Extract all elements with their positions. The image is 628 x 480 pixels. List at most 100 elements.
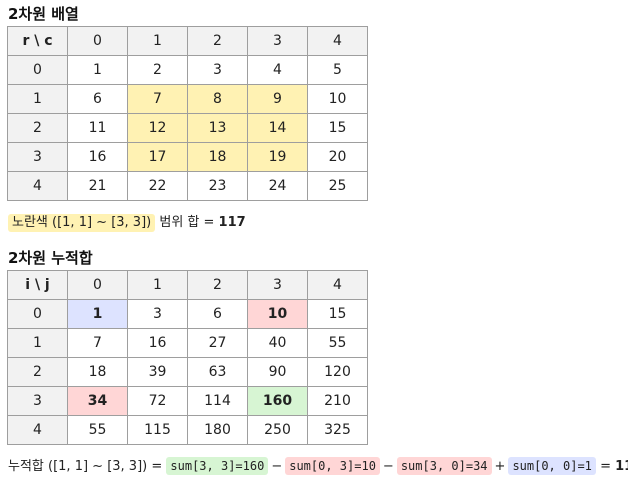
row-header: 0: [7, 55, 68, 85]
table-header-row: r \ c 0 1 2 3 4: [7, 26, 368, 56]
table-row: 3 16 17 18 19 20: [7, 142, 368, 172]
table-cell: 6: [67, 84, 128, 114]
formula-term-top: sum[0, 3]=10: [285, 457, 380, 475]
table-cell: 210: [307, 386, 368, 416]
row-header: 3: [7, 386, 68, 416]
formula-minus: −: [382, 459, 394, 474]
highlighted-cell-blue: 1: [67, 299, 128, 329]
table-cell: 5: [307, 55, 368, 85]
highlighted-cell-red: 10: [247, 299, 308, 329]
highlighted-cell-green: 160: [247, 386, 308, 416]
prefix-sum-section-title: 2차원 누적합: [8, 249, 93, 267]
table-cell: 180: [187, 415, 248, 445]
row-header: 2: [7, 113, 68, 143]
table-cell: 20: [307, 142, 368, 172]
table-cell: 40: [247, 328, 308, 358]
corner-header: i \ j: [7, 270, 68, 300]
table-cell: 2: [127, 55, 188, 85]
row-header: 1: [7, 84, 68, 114]
prefix-sum-formula: 누적합 ([1, 1] ~ [3, 3]) = sum[3, 3]=160− su…: [8, 457, 628, 476]
column-header: 0: [67, 270, 128, 300]
highlighted-cell: 8: [187, 84, 248, 114]
array-table: r \ c 0 1 2 3 4 0 1 2 3 4 5 1 6 7 8 9 10…: [7, 26, 368, 201]
table-cell: 7: [67, 328, 128, 358]
table-cell: 55: [67, 415, 128, 445]
range-sum-label: 범위 합 =: [159, 215, 215, 230]
table-cell: 21: [67, 171, 128, 201]
formula-term-corner: sum[0, 0]=1: [508, 457, 596, 475]
row-header: 3: [7, 142, 68, 172]
table-cell: 39: [127, 357, 188, 387]
table-row: 1 6 7 8 9 10: [7, 84, 368, 114]
column-header: 4: [307, 270, 368, 300]
column-header: 0: [67, 26, 128, 56]
table-cell: 15: [307, 113, 368, 143]
highlighted-cell: 12: [127, 113, 188, 143]
formula-result: 117: [615, 459, 628, 474]
table-cell: 325: [307, 415, 368, 445]
table-row: 2 11 12 13 14 15: [7, 113, 368, 143]
column-header: 2: [187, 270, 248, 300]
table-cell: 23: [187, 171, 248, 201]
formula-plus: +: [494, 459, 506, 474]
table-cell: 55: [307, 328, 368, 358]
column-header: 1: [127, 26, 188, 56]
table-cell: 3: [187, 55, 248, 85]
table-cell: 4: [247, 55, 308, 85]
table-cell: 27: [187, 328, 248, 358]
table-cell: 16: [127, 328, 188, 358]
row-header: 0: [7, 299, 68, 329]
range-sum-value: 117: [218, 215, 246, 230]
range-sum-note: 노란색 ([1, 1] ~ [3, 3]) 범위 합 = 117: [8, 214, 246, 232]
table-row: 1 7 16 27 40 55: [7, 328, 368, 358]
table-cell: 15: [307, 299, 368, 329]
highlighted-cell: 14: [247, 113, 308, 143]
highlighted-cell-red: 34: [67, 386, 128, 416]
formula-lead: 누적합 ([1, 1] ~ [3, 3]) =: [8, 459, 163, 474]
table-row: 4 55 115 180 250 325: [7, 415, 368, 445]
array-section-title: 2차원 배열: [8, 5, 79, 23]
table-cell: 18: [67, 357, 128, 387]
column-header: 3: [247, 270, 308, 300]
table-cell: 3: [127, 299, 188, 329]
highlighted-cell: 9: [247, 84, 308, 114]
formula-equals: =: [600, 459, 611, 474]
table-row: 2 18 39 63 90 120: [7, 357, 368, 387]
highlighted-cell: 13: [187, 113, 248, 143]
table-cell: 1: [67, 55, 128, 85]
row-header: 4: [7, 415, 68, 445]
table-cell: 10: [307, 84, 368, 114]
table-row: 0 1 2 3 4 5: [7, 55, 368, 85]
prefix-sum-table: i \ j 0 1 2 3 4 0 1 3 6 10 15 1 7 16 27 …: [7, 270, 368, 445]
table-cell: 25: [307, 171, 368, 201]
table-row: 0 1 3 6 10 15: [7, 299, 368, 329]
row-header: 1: [7, 328, 68, 358]
table-cell: 114: [187, 386, 248, 416]
column-header: 1: [127, 270, 188, 300]
formula-term-total: sum[3, 3]=160: [166, 457, 269, 475]
row-header: 2: [7, 357, 68, 387]
formula-minus: −: [271, 459, 283, 474]
highlighted-cell: 17: [127, 142, 188, 172]
table-cell: 120: [307, 357, 368, 387]
table-cell: 63: [187, 357, 248, 387]
highlighted-cell: 19: [247, 142, 308, 172]
corner-header: r \ c: [7, 26, 68, 56]
table-cell: 72: [127, 386, 188, 416]
table-header-row: i \ j 0 1 2 3 4: [7, 270, 368, 300]
column-header: 2: [187, 26, 248, 56]
row-header: 4: [7, 171, 68, 201]
column-header: 4: [307, 26, 368, 56]
table-cell: 22: [127, 171, 188, 201]
column-header: 3: [247, 26, 308, 56]
range-highlight-label: 노란색 ([1, 1] ~ [3, 3]): [8, 214, 156, 232]
table-cell: 16: [67, 142, 128, 172]
formula-term-left: sum[3, 0]=34: [396, 457, 492, 475]
highlighted-cell: 7: [127, 84, 188, 114]
table-cell: 250: [247, 415, 308, 445]
table-cell: 24: [247, 171, 308, 201]
table-row: 3 34 72 114 160 210: [7, 386, 368, 416]
table-row: 4 21 22 23 24 25: [7, 171, 368, 201]
table-cell: 90: [247, 357, 308, 387]
highlighted-cell: 18: [187, 142, 248, 172]
